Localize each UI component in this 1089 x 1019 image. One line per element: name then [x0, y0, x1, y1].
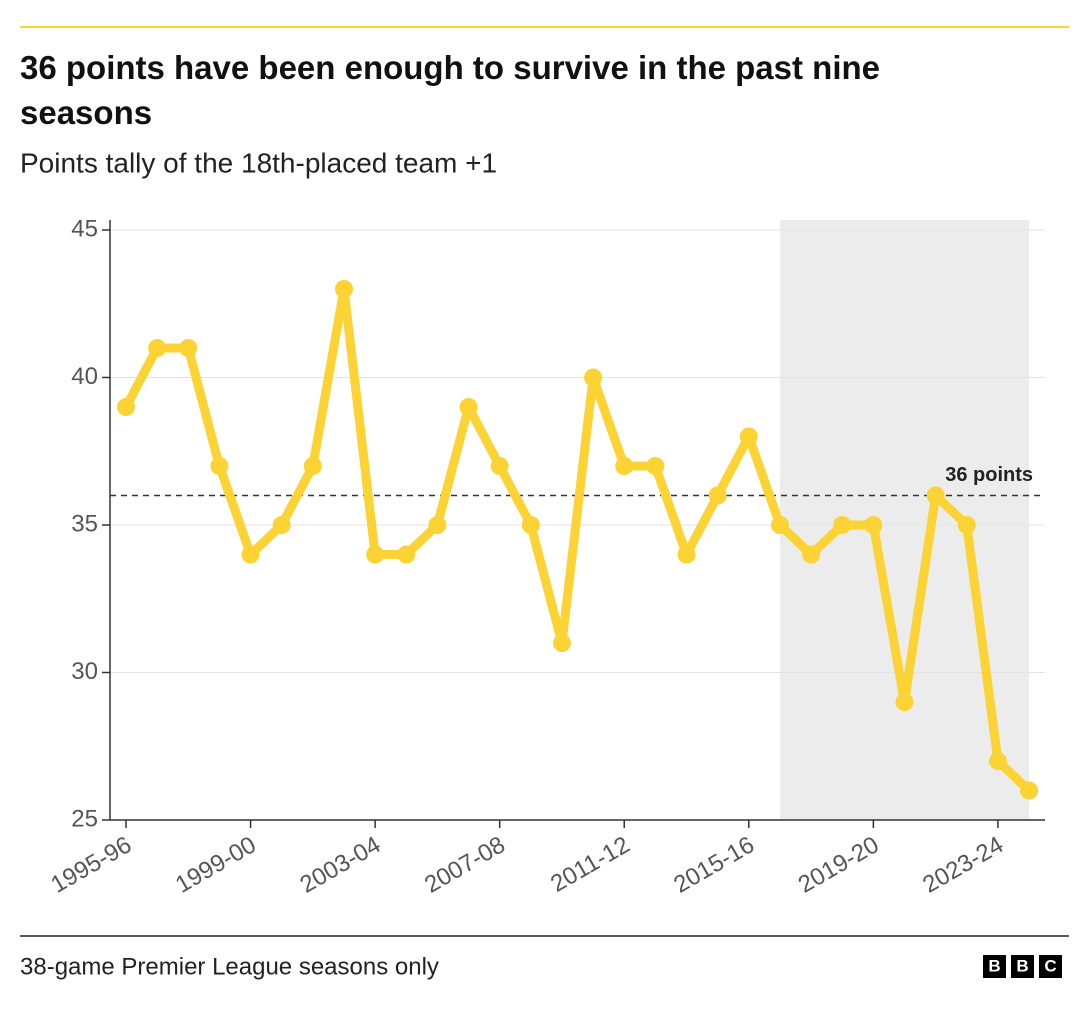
data-point: [739, 427, 758, 446]
logo: B B C: [983, 955, 1062, 978]
logo-letter: C: [1044, 956, 1056, 975]
logo-box: [983, 955, 1006, 978]
logo-box: [1039, 955, 1062, 978]
data-point: [677, 545, 696, 564]
data-point: [926, 486, 945, 505]
y-tick-label: 25: [71, 805, 98, 832]
data-point: [802, 545, 821, 564]
data-point: [833, 516, 852, 534]
y-tick-label: 30: [71, 658, 98, 685]
data-point: [864, 516, 883, 534]
highlight-band: [779, 220, 1030, 820]
data-point: [272, 516, 291, 534]
data-point: [117, 398, 135, 416]
logo-letter: B: [1016, 956, 1028, 975]
data-point: [397, 545, 416, 564]
footnote: 38-game Premier League seasons only: [20, 953, 439, 980]
data-point: [241, 545, 260, 564]
data-point: [459, 398, 478, 416]
data-point: [770, 516, 789, 534]
data-point: [1020, 781, 1039, 800]
data-point: [646, 457, 665, 475]
data-point: [521, 516, 540, 534]
data-point: [988, 752, 1007, 770]
reference-label: 36 points: [945, 464, 1033, 486]
data-point: [303, 457, 322, 475]
y-tick-label: 45: [71, 215, 98, 242]
logo-letter: B: [988, 956, 1000, 975]
chart-title: 36 points have been enough to survive in…: [20, 49, 880, 131]
data-point: [708, 486, 727, 505]
y-tick-label: 35: [71, 510, 98, 537]
data-point: [895, 693, 914, 711]
data-point: [957, 516, 976, 534]
data-point: [490, 457, 509, 475]
data-point: [334, 280, 353, 298]
data-point: [584, 368, 603, 387]
chart-subtitle: Points tally of the 18th-placed team +1: [20, 147, 497, 178]
data-point: [148, 339, 167, 357]
y-tick-label: 40: [71, 363, 98, 390]
data-point: [428, 516, 447, 534]
logo-box: [1011, 955, 1034, 978]
data-point: [179, 339, 198, 357]
data-point: [366, 545, 385, 564]
data-point: [210, 457, 229, 475]
data-point: [552, 634, 571, 652]
data-point: [615, 457, 634, 475]
